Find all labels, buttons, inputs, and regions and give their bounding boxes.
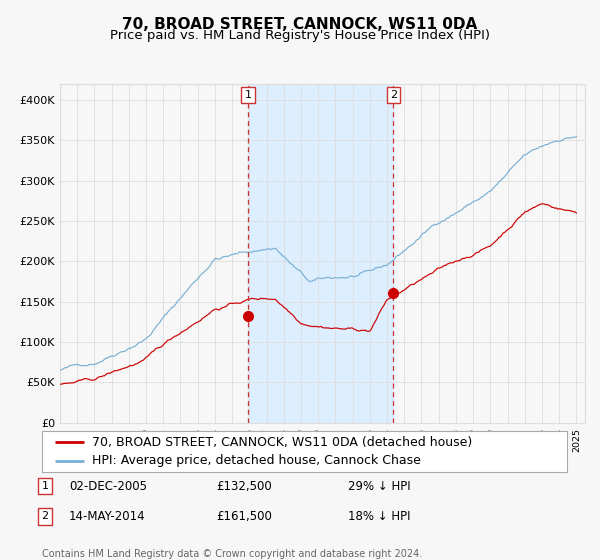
- Text: Contains HM Land Registry data © Crown copyright and database right 2024.
This d: Contains HM Land Registry data © Crown c…: [42, 549, 422, 560]
- Text: 02-DEC-2005: 02-DEC-2005: [69, 479, 147, 493]
- Text: 70, BROAD STREET, CANNOCK, WS11 0DA: 70, BROAD STREET, CANNOCK, WS11 0DA: [122, 17, 478, 32]
- Text: Price paid vs. HM Land Registry's House Price Index (HPI): Price paid vs. HM Land Registry's House …: [110, 29, 490, 42]
- Text: £161,500: £161,500: [216, 510, 272, 523]
- Text: 2: 2: [390, 90, 397, 100]
- Text: HPI: Average price, detached house, Cannock Chase: HPI: Average price, detached house, Cann…: [92, 454, 421, 467]
- Text: 2: 2: [41, 511, 49, 521]
- Text: 1: 1: [41, 481, 49, 491]
- Text: £132,500: £132,500: [216, 479, 272, 493]
- Text: 70, BROAD STREET, CANNOCK, WS11 0DA (detached house): 70, BROAD STREET, CANNOCK, WS11 0DA (det…: [92, 436, 472, 449]
- Bar: [248, 84, 394, 423]
- Text: 18% ↓ HPI: 18% ↓ HPI: [348, 510, 410, 523]
- Text: 1: 1: [244, 90, 251, 100]
- Text: 29% ↓ HPI: 29% ↓ HPI: [348, 479, 410, 493]
- Text: 14-MAY-2014: 14-MAY-2014: [69, 510, 146, 523]
